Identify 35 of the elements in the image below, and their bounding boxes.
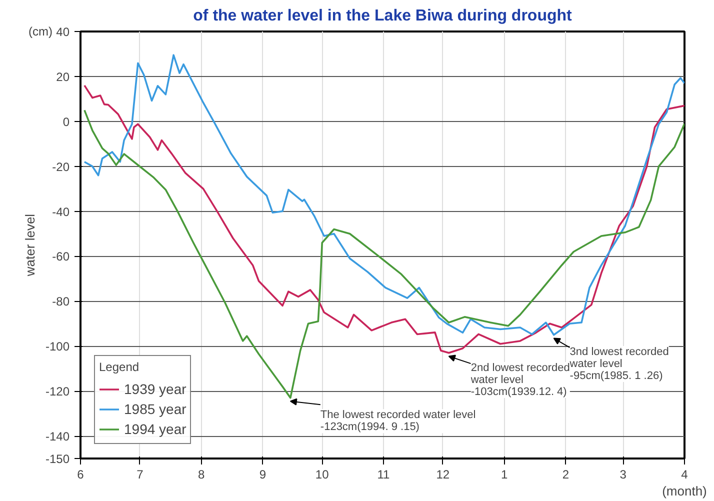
y-tick-label: -140: [45, 430, 70, 444]
legend-label: 1994 year: [124, 421, 186, 437]
annotation: 2nd lowest recorded water level -103cm(1939.12. 4): [470, 362, 570, 398]
x-tick-label: 8: [198, 468, 205, 482]
x-tick-label: 11: [377, 468, 390, 482]
x-axis-title: (month): [662, 484, 707, 498]
x-tick-label: 2: [562, 468, 570, 482]
legend-label: 1939 year: [124, 381, 186, 397]
legend-label: 1985 year: [124, 401, 186, 417]
y-tick-label: -20: [52, 160, 70, 174]
x-tick-label: 12: [436, 468, 450, 482]
y-tick-label: -60: [52, 250, 70, 264]
y-axis-title: water level: [22, 214, 38, 278]
y-tick-label: 40: [56, 25, 70, 39]
x-tick-label: 1: [500, 468, 508, 482]
y-tick-label: -120: [45, 384, 70, 399]
x-tick-label: 3: [620, 468, 627, 482]
legend-title: Legend: [99, 360, 140, 374]
annotation: 3nd lowest recorded water level -95cm(1985. 1 .26): [568, 346, 669, 382]
y-tick-label: -40: [52, 204, 70, 219]
line-series: [84, 84, 684, 354]
x-tick-label: 6: [77, 468, 84, 482]
x-tick-label: 9: [259, 468, 266, 482]
y-tick-label: 0: [62, 114, 70, 129]
line-series: [84, 54, 684, 336]
y-tick-label: 20: [56, 70, 70, 84]
x-tick-label: 10: [315, 468, 330, 482]
annotation: The lowest recorded water level -123cm(1994. 9 .15): [320, 409, 476, 434]
y-tick-label: -150: [45, 452, 70, 466]
x-tick-label: 7: [136, 468, 144, 482]
chart-title: of the water level in the Lake Biwa during drought: [193, 8, 573, 24]
x-tick-label: 4: [681, 468, 688, 482]
text: (cm): [28, 24, 52, 38]
y-tick-label: -80: [52, 294, 70, 309]
y-tick-label: -100: [45, 340, 70, 354]
